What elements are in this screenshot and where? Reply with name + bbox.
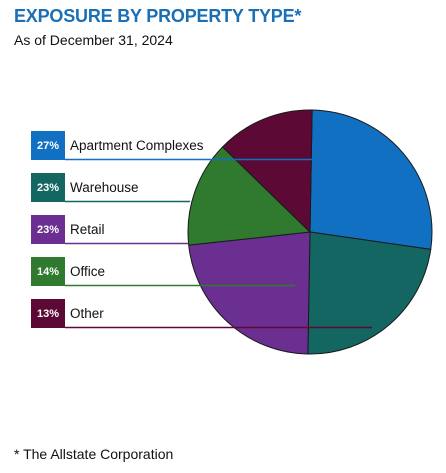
legend-value-label: 14%: [31, 257, 65, 286]
legend-item-other: 13% Other: [31, 299, 104, 328]
legend-series-name: Apartment Complexes: [70, 138, 204, 153]
legend-series-name: Retail: [70, 222, 105, 237]
legend-item-retail: 23% Retail: [31, 215, 105, 244]
footnote: * The Allstate Corporation: [14, 446, 174, 462]
pie-slice-apartment-complexes: [309, 109, 433, 250]
chart-title: EXPOSURE BY PROPERTY TYPE*: [14, 6, 302, 26]
legend-item-office: 14% Office: [31, 257, 105, 286]
legend-leader-lines: [65, 158, 372, 329]
legend-series-name: Other: [70, 306, 104, 321]
legend-value-label: 23%: [31, 173, 65, 202]
legend-item-apartment-complexes: 27% Apartment Complexes: [31, 131, 204, 160]
pie-slice-warehouse: [307, 231, 432, 355]
pie-slice-office: [187, 146, 311, 246]
legend-series-name: Warehouse: [70, 180, 139, 195]
legend-value-label: 13%: [31, 299, 65, 328]
pie-slice-other: [222, 109, 313, 233]
legend-value-label: 23%: [31, 215, 65, 244]
chart-subtitle: As of December 31, 2024: [14, 32, 173, 48]
legend-value-label: 27%: [31, 131, 65, 160]
legend-series-name: Office: [70, 264, 106, 279]
pie-slice-retail: [188, 231, 311, 355]
pie-slices: [187, 109, 433, 355]
legend-item-warehouse: 23% Warehouse: [31, 173, 139, 202]
